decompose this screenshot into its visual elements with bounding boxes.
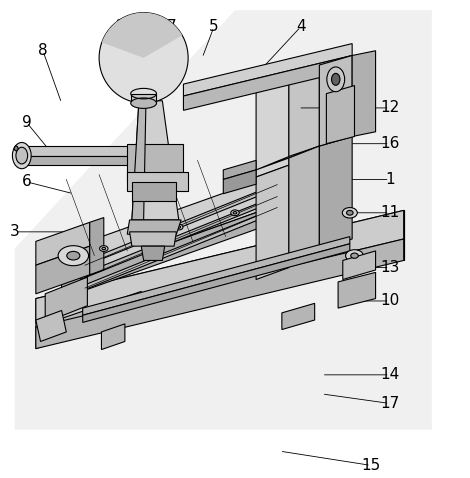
Ellipse shape [12,142,31,169]
Polygon shape [36,210,404,327]
Polygon shape [36,222,90,265]
Polygon shape [319,55,352,146]
Polygon shape [127,220,181,234]
Polygon shape [130,232,176,246]
Polygon shape [80,194,282,280]
Ellipse shape [231,210,239,216]
Polygon shape [256,146,319,170]
Text: 8: 8 [38,43,47,58]
Ellipse shape [233,212,237,214]
Ellipse shape [345,250,363,261]
Polygon shape [223,160,256,179]
Ellipse shape [102,247,106,250]
Polygon shape [80,206,282,292]
Text: 3: 3 [10,224,20,239]
Polygon shape [22,156,141,165]
Polygon shape [36,311,66,341]
Ellipse shape [331,74,340,85]
Ellipse shape [174,224,183,230]
Ellipse shape [177,226,180,228]
Circle shape [99,12,188,103]
Polygon shape [183,43,352,96]
Polygon shape [36,292,141,348]
Ellipse shape [100,246,108,251]
Polygon shape [36,246,90,294]
Text: 2: 2 [115,20,125,34]
Polygon shape [223,170,256,194]
Polygon shape [289,146,319,261]
Polygon shape [132,101,146,220]
Ellipse shape [346,210,353,215]
Polygon shape [132,182,176,201]
Polygon shape [141,246,164,261]
Ellipse shape [342,207,357,218]
Polygon shape [282,304,314,329]
Polygon shape [90,217,104,275]
Text: 1: 1 [385,172,394,187]
Text: 14: 14 [380,367,400,382]
Polygon shape [338,272,376,308]
Polygon shape [256,75,289,177]
Ellipse shape [351,253,358,258]
Polygon shape [352,51,376,137]
Polygon shape [83,237,350,315]
Ellipse shape [58,246,88,266]
Ellipse shape [131,98,157,109]
Ellipse shape [149,236,153,238]
Polygon shape [15,10,432,430]
Ellipse shape [147,234,155,239]
Text: 17: 17 [380,396,400,411]
Polygon shape [22,146,141,156]
Text: 16: 16 [380,136,400,151]
Polygon shape [62,170,289,282]
Text: 11: 11 [380,205,400,220]
Text: 9: 9 [22,115,31,130]
Polygon shape [62,201,289,299]
Polygon shape [183,55,352,110]
Text: 12: 12 [380,100,400,115]
Polygon shape [45,277,87,322]
Polygon shape [319,137,352,249]
Polygon shape [127,172,188,191]
Wedge shape [102,12,182,58]
Text: 5: 5 [209,20,219,34]
Polygon shape [132,101,179,220]
Polygon shape [36,239,404,348]
Polygon shape [62,184,291,282]
Text: 10: 10 [380,293,400,308]
Polygon shape [80,182,282,268]
Polygon shape [127,144,183,182]
Polygon shape [83,244,350,322]
Ellipse shape [327,67,345,92]
Polygon shape [36,210,404,322]
Ellipse shape [14,146,18,151]
Ellipse shape [67,251,80,260]
Polygon shape [326,86,354,144]
Text: 6: 6 [22,174,31,189]
Ellipse shape [16,147,28,164]
Text: 15: 15 [361,458,381,473]
Polygon shape [256,165,289,280]
Text: 13: 13 [380,260,400,275]
Polygon shape [102,324,125,349]
Polygon shape [131,94,156,103]
Text: 7: 7 [167,20,177,34]
Polygon shape [289,65,319,158]
Text: 4: 4 [296,20,306,34]
Polygon shape [343,251,376,280]
